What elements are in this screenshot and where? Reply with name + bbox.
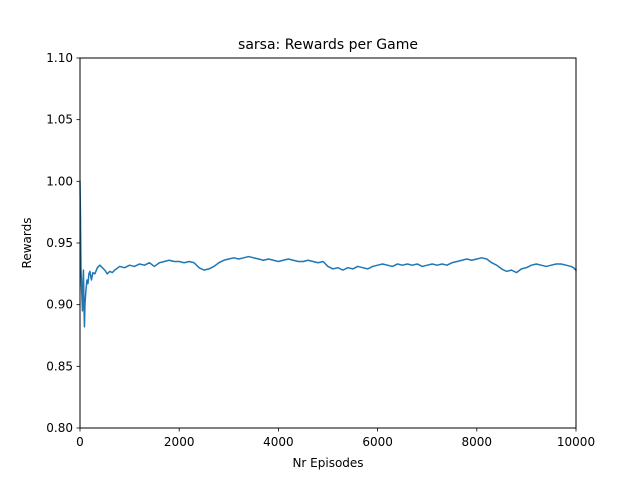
y-tick-label: 0.80 bbox=[46, 421, 73, 435]
y-tick-label: 1.10 bbox=[46, 51, 73, 65]
y-tick-label: 0.95 bbox=[46, 236, 73, 250]
x-tick-label: 6000 bbox=[362, 435, 393, 449]
axes-frame bbox=[79, 57, 577, 429]
y-axis-label: Rewards bbox=[20, 218, 34, 269]
y-tick-label: 1.05 bbox=[46, 113, 73, 127]
x-tick-label: 2000 bbox=[164, 435, 195, 449]
y-tick-label: 1.00 bbox=[46, 174, 73, 188]
y-tick-label: 0.90 bbox=[46, 298, 73, 312]
chart-title: sarsa: Rewards per Game bbox=[238, 37, 418, 53]
x-tick-label: 0 bbox=[76, 435, 84, 449]
x-tick-label: 8000 bbox=[462, 435, 493, 449]
plot-area bbox=[79, 180, 578, 328]
x-axis-label: Nr Episodes bbox=[292, 456, 363, 470]
series-line-0 bbox=[79, 180, 578, 328]
x-tick-label: 4000 bbox=[263, 435, 294, 449]
x-tick-label: 10000 bbox=[557, 435, 595, 449]
y-tick-label: 0.85 bbox=[46, 359, 73, 373]
x-axis: 0 2000 4000 6000 8000 10000 bbox=[76, 428, 595, 449]
y-axis: 0.80 0.85 0.90 0.95 1.00 1.05 1.10 bbox=[46, 51, 80, 435]
